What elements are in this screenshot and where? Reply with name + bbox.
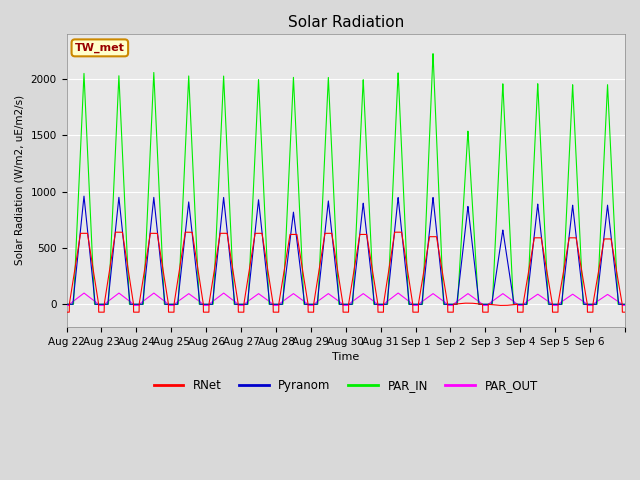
X-axis label: Time: Time <box>332 352 360 362</box>
Text: TW_met: TW_met <box>75 43 125 53</box>
Legend: RNet, Pyranom, PAR_IN, PAR_OUT: RNet, Pyranom, PAR_IN, PAR_OUT <box>149 374 543 397</box>
Title: Solar Radiation: Solar Radiation <box>287 15 404 30</box>
Y-axis label: Solar Radiation (W/m2, uE/m2/s): Solar Radiation (W/m2, uE/m2/s) <box>15 96 25 265</box>
